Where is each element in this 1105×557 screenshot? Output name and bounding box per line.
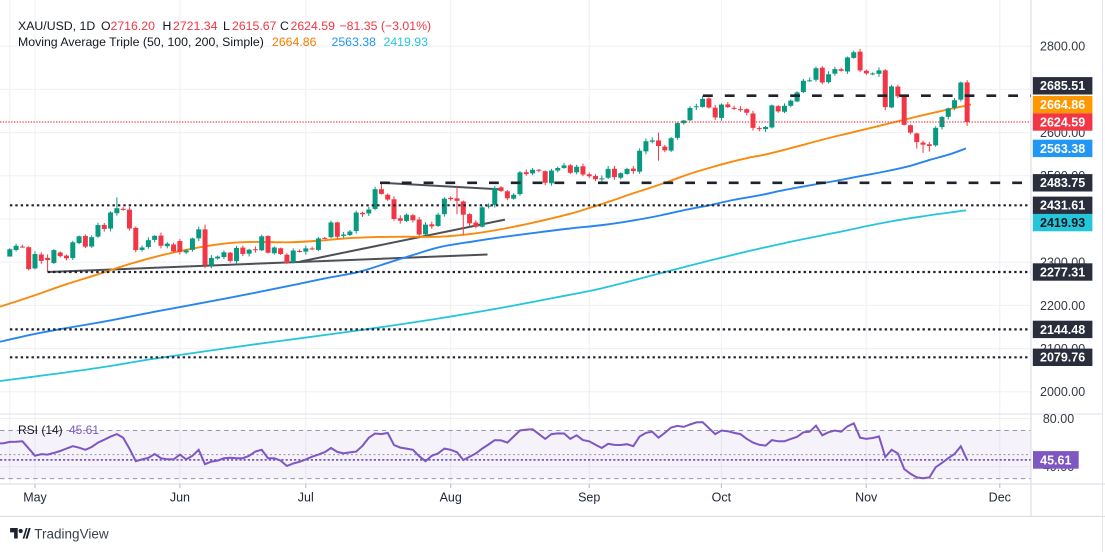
svg-text:May: May (23, 491, 47, 505)
svg-text:2664.86: 2664.86 (272, 35, 317, 49)
svg-text:2200.00: 2200.00 (1040, 299, 1085, 313)
svg-text:2721.34: 2721.34 (173, 19, 218, 33)
svg-text:2563.38: 2563.38 (332, 35, 377, 49)
svg-text:RSI (14): RSI (14) (18, 423, 63, 437)
svg-text:Dec: Dec (989, 491, 1011, 505)
svg-text:2419.93: 2419.93 (384, 35, 429, 49)
svg-text:H: H (163, 19, 172, 33)
svg-text:−81.35 (−3.01%): −81.35 (−3.01%) (340, 19, 432, 33)
svg-text:Oct: Oct (712, 491, 732, 505)
svg-text:2615.67: 2615.67 (232, 19, 277, 33)
svg-text:45.61: 45.61 (1040, 453, 1071, 467)
svg-text:2419.93: 2419.93 (1040, 216, 1085, 230)
svg-text:Moving Average Triple (50, 100: Moving Average Triple (50, 100, 200, Sim… (18, 35, 264, 49)
svg-text:45.61: 45.61 (69, 423, 99, 437)
svg-text:2664.86: 2664.86 (1040, 98, 1085, 112)
svg-text:2563.38: 2563.38 (1040, 142, 1085, 156)
svg-text:2000.00: 2000.00 (1040, 385, 1085, 399)
svg-text:Aug: Aug (440, 491, 462, 505)
svg-text:XAU/USD, 1D: XAU/USD, 1D (18, 19, 95, 33)
svg-text:2431.61: 2431.61 (1040, 199, 1085, 213)
svg-text:Nov: Nov (855, 491, 878, 505)
svg-text:Jul: Jul (298, 491, 314, 505)
svg-text:2716.20: 2716.20 (111, 19, 156, 33)
svg-text:2800.00: 2800.00 (1040, 40, 1085, 54)
svg-text:2277.31: 2277.31 (1040, 265, 1085, 279)
svg-text:O: O (101, 19, 111, 33)
svg-text:2079.76: 2079.76 (1040, 351, 1085, 365)
svg-text:C: C (280, 19, 289, 33)
svg-text:2483.75: 2483.75 (1040, 176, 1085, 190)
svg-text:L: L (223, 19, 230, 33)
svg-text:2624.59: 2624.59 (291, 19, 336, 33)
svg-text:2144.48: 2144.48 (1040, 323, 1085, 337)
svg-text:TradingView: TradingView (34, 526, 109, 541)
svg-text:2685.51: 2685.51 (1040, 79, 1085, 93)
svg-text:Sep: Sep (578, 491, 600, 505)
svg-text:80.00: 80.00 (1043, 412, 1074, 426)
svg-text:2624.59: 2624.59 (1040, 115, 1085, 129)
svg-text:Jun: Jun (170, 491, 190, 505)
